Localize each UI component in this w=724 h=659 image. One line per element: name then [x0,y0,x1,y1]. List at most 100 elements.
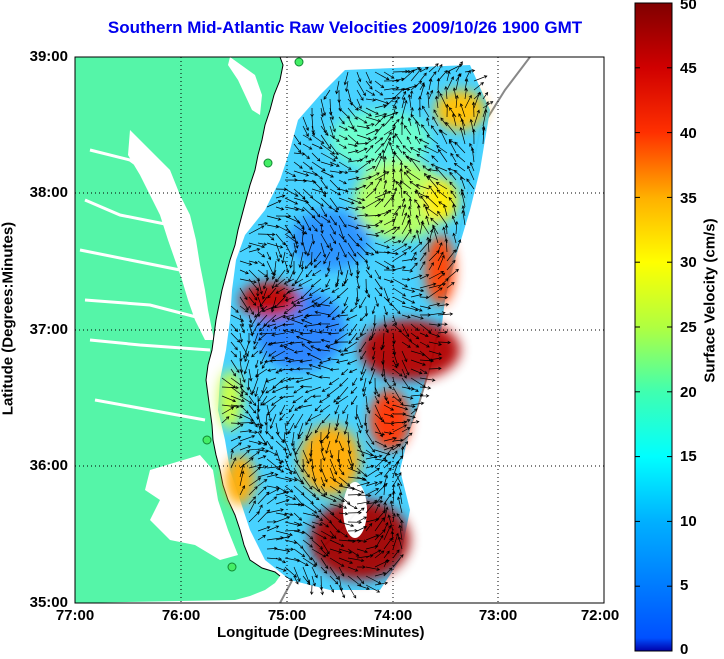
velocity-arrow [329,467,336,483]
velocity-arrow [356,141,369,146]
velocity-field [218,65,490,590]
y-tick-label: 39:00 [29,48,68,65]
velocity-arrow [383,559,389,568]
velocity-arrow [266,215,282,221]
velocity-arrow [459,176,466,190]
velocity-arrow [362,386,367,398]
velocity-arrow [405,170,421,181]
velocity-arrow [428,271,445,280]
velocity-arrow [446,249,457,262]
velocity-arrow [428,262,434,271]
velocity-arrow [392,350,399,367]
velocity-arrow [326,386,340,397]
velocity-arrow [311,304,322,308]
velocity-arrow [293,206,305,212]
velocity-arrow [335,278,340,288]
velocity-arrow [446,259,456,271]
velocity-arrow [432,116,439,127]
velocity-arrow [365,549,382,559]
velocity-arrow [347,149,359,154]
velocity-arrow [302,548,313,561]
velocity-arrow [230,323,239,333]
velocity-arrow [374,287,383,297]
velocity-arrow [437,302,450,307]
velocity-arrow [455,73,461,91]
velocity-arrow [392,532,399,550]
velocity-arrow [338,125,349,131]
velocity-arrow [293,242,298,254]
velocity-arrow [407,117,412,127]
velocity-arrow [449,171,457,181]
velocity-arrow [392,99,398,109]
velocity-arrow [239,470,245,487]
velocity-arrow [401,203,407,217]
velocity-arrow [473,91,481,109]
velocity-arrow [293,161,303,169]
velocity-arrow [221,385,239,390]
velocity-arrow [311,197,324,207]
velocity-arrow [290,296,304,304]
velocity-arrow [275,458,285,463]
velocity-arrow [335,80,340,95]
velocity-arrow [265,377,277,383]
velocity-arrow [392,77,405,82]
velocity-arrow [254,359,259,369]
velocity-arrow [419,341,430,348]
velocity-arrow [318,395,331,403]
velocity-arrow [365,260,370,271]
velocity-arrow [459,126,466,145]
velocity-arrow [338,152,352,161]
velocity-arrow [319,359,331,364]
velocity-arrow [365,223,380,228]
velocity-arrow [275,512,288,517]
velocity-arrow [410,386,419,392]
velocity-arrow [311,512,324,522]
velocity-arrow [248,466,261,478]
colorbar-tick-label: 15 [680,448,697,465]
velocity-arrow [299,332,313,336]
velocity-arrow [302,125,309,137]
velocity-arrow [439,92,448,109]
velocity-arrow [254,386,259,398]
velocity-arrow [302,521,316,529]
delaware-bay [228,57,262,115]
velocity-arrow [329,521,340,534]
velocity-arrow [374,481,383,487]
velocity-arrow [349,305,358,312]
velocity-arrow [365,467,381,478]
velocity-arrow [311,530,327,540]
velocity-arrow [293,548,306,558]
velocity-arrow [302,161,313,170]
velocity-arrow [320,125,329,136]
velocity-arrow [392,87,411,92]
velocity-arrow [309,584,314,596]
velocity-arrow [466,178,475,190]
velocity-arrow [335,251,340,261]
velocity-arrow [266,546,278,551]
velocity-arrow [338,215,347,228]
velocity-arrow [401,269,414,273]
velocity-arrow [356,422,362,434]
velocity-arrow [410,408,418,415]
velocity-arrow [422,165,430,172]
velocity-arrow [266,440,273,450]
velocity-arrow [248,440,262,446]
velocity-arrow [347,125,358,132]
velocity-arrow [415,183,430,190]
velocity-arrow [392,168,396,181]
velocity-arrow [239,287,248,301]
velocity-arrow [293,503,305,507]
velocity-arrow [437,330,449,334]
velocity-arrow [428,89,434,100]
velocity-arrow [436,189,448,199]
velocity-arrow [334,431,340,444]
velocity-arrow [293,458,304,473]
velocity-arrow [311,152,321,162]
velocity-arrow [347,566,359,572]
velocity-arrow [328,377,340,386]
velocity-arrow [400,121,404,135]
velocity-arrow [342,404,349,415]
velocity-arrow [335,395,349,405]
velocity-arrow [365,165,376,172]
velocity-arrow [383,446,394,460]
